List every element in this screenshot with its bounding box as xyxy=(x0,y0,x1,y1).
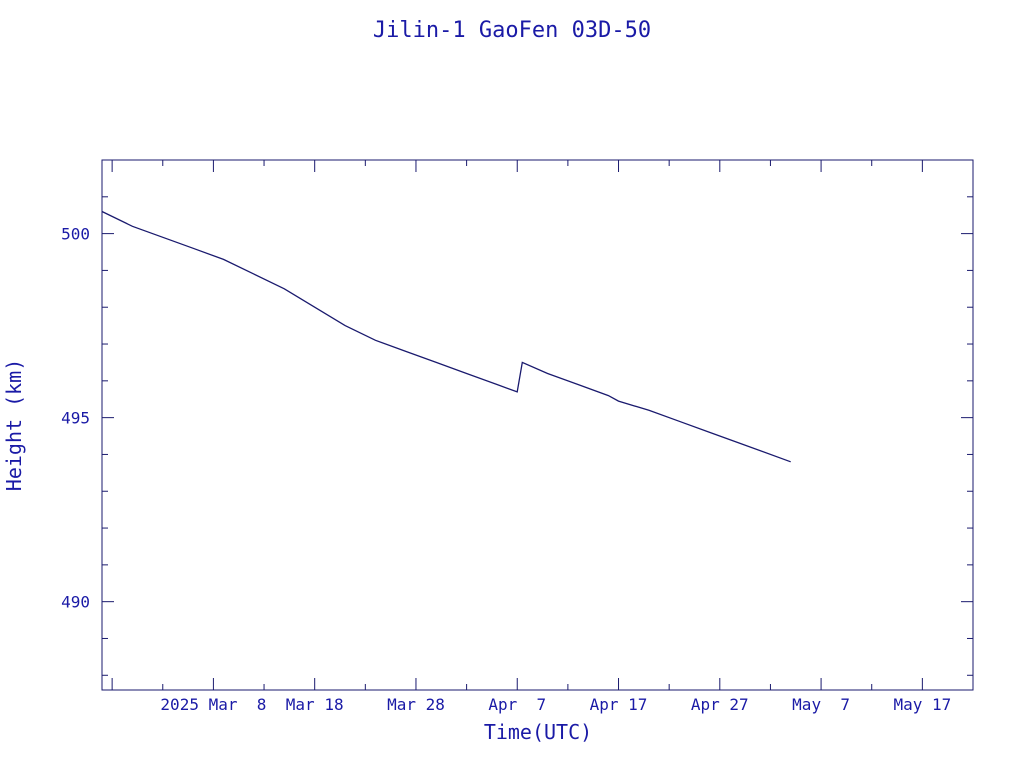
y-tick-label: 490 xyxy=(61,593,90,612)
axis-ticks xyxy=(102,159,974,690)
x-tick-label: May 7 xyxy=(792,695,850,714)
x-axis-title: Time(UTC) xyxy=(484,720,592,744)
y-tick-label: 500 xyxy=(61,225,90,244)
x-tick-label: Mar 18 xyxy=(286,695,344,714)
y-tick-label: 495 xyxy=(61,409,90,428)
x-tick-label: 2025 Mar 8 xyxy=(160,695,266,714)
x-tick-label: Apr 27 xyxy=(691,695,749,714)
chart-title: Jilin-1 GaoFen 03D-50 xyxy=(373,18,651,43)
y-axis-title: Height (km) xyxy=(2,359,26,491)
x-tick-label: May 17 xyxy=(893,695,951,714)
plot-area-frame xyxy=(101,159,974,691)
series-group xyxy=(101,210,791,463)
x-tick-label: Apr 7 xyxy=(488,695,546,714)
tick-labels: 2025 Mar 8 Mar 18 Mar 28 Apr 7 Apr 17 Apr 27 M… xyxy=(61,225,951,714)
x-tick-label: Apr 17 xyxy=(590,695,648,714)
series-line-0 xyxy=(101,210,791,463)
x-tick-label: Mar 28 xyxy=(387,695,445,714)
